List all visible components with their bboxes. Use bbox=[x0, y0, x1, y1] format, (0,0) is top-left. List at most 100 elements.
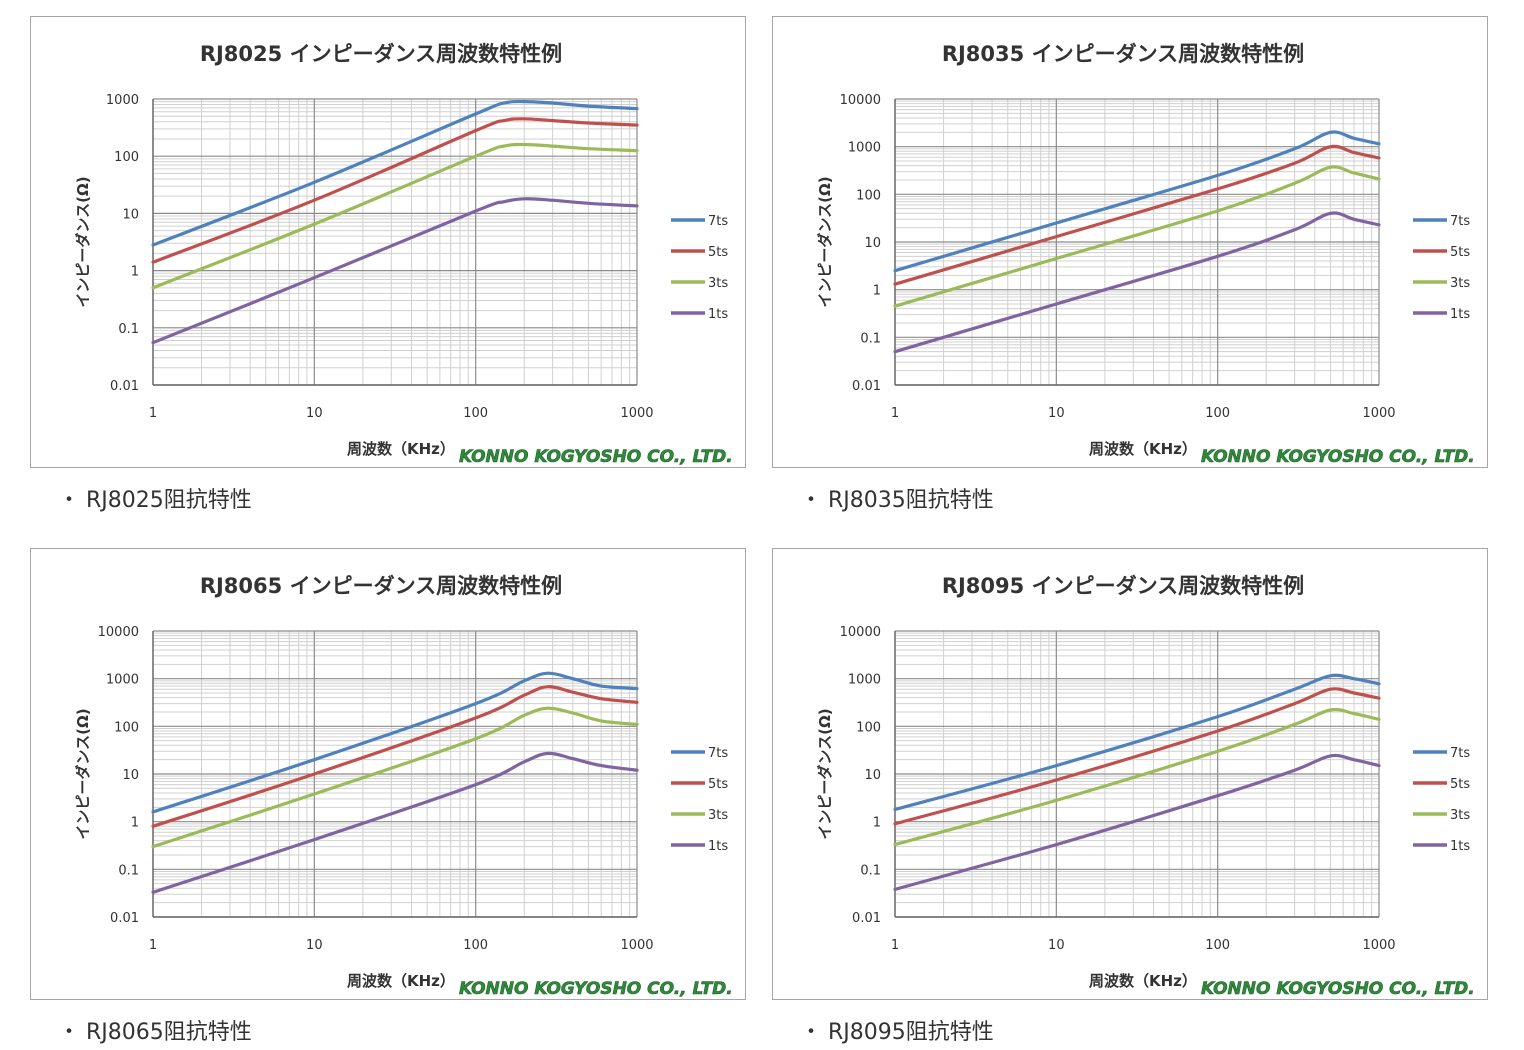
chart-svg: RJ8025 インピーダンス周波数特性例 0.01 0.1 1 10 100 1000 1 10… bbox=[74, 42, 733, 467]
chart-title: RJ8065 インピーダンス周波数特性例 bbox=[200, 574, 562, 598]
legend-label-1ts: 1ts bbox=[1450, 307, 1470, 322]
caption-rj8035: ・ RJ8035阻抗特性 bbox=[800, 482, 994, 514]
legend-label-7ts: 7ts bbox=[1450, 214, 1470, 229]
bullet-dot: ・ bbox=[58, 1020, 81, 1045]
y-tick-label: 10 bbox=[122, 768, 139, 783]
series-line-5ts bbox=[893, 144, 1381, 286]
y-axis-label: インピーダンス(Ω) bbox=[74, 708, 92, 839]
chart-panel-rj8035: RJ8035 インピーダンス周波数特性例 0.01 0.1 1 10 100 1000 100… bbox=[772, 16, 1488, 468]
legend-label-1ts: 1ts bbox=[708, 307, 728, 322]
legend-label-5ts: 5ts bbox=[1450, 245, 1470, 260]
x-tick-label: 100 bbox=[463, 938, 488, 953]
y-tick-label: 10 bbox=[864, 236, 881, 251]
x-tick-label: 100 bbox=[1205, 406, 1230, 421]
y-tick-label: 1 bbox=[873, 284, 881, 299]
caption-rj8095: ・ RJ8095阻抗特性 bbox=[800, 1014, 994, 1046]
caption-text: RJ8095阻抗特性 bbox=[828, 1020, 994, 1045]
caption-rj8025: ・ RJ8025阻抗特性 bbox=[58, 482, 252, 514]
legend-label-3ts: 3ts bbox=[1450, 276, 1470, 291]
series-line-3ts bbox=[893, 707, 1381, 847]
y-tick-label: 0.01 bbox=[110, 379, 139, 394]
x-tick-label: 1 bbox=[891, 406, 899, 421]
company-watermark: KONNO KOGYOSHO CO., LTD. bbox=[1201, 979, 1475, 999]
y-tick-label: 0.1 bbox=[860, 863, 881, 878]
y-tick-label: 10000 bbox=[98, 625, 139, 640]
series-line-5ts bbox=[151, 685, 639, 828]
chart-title: RJ8025 インピーダンス周波数特性例 bbox=[200, 42, 562, 66]
x-tick-label: 1 bbox=[149, 938, 157, 953]
legend-label-5ts: 5ts bbox=[708, 245, 728, 260]
chart-panel-rj8065: RJ8065 インピーダンス周波数特性例 0.01 0.1 1 10 100 1000 100… bbox=[30, 548, 746, 1000]
series-line-7ts bbox=[893, 130, 1381, 273]
x-axis-label: 周波数（KHz） bbox=[347, 440, 455, 458]
x-axis-label: 周波数（KHz） bbox=[1089, 440, 1197, 458]
y-tick-label: 10000 bbox=[840, 625, 881, 640]
y-axis-label: インピーダンス(Ω) bbox=[816, 708, 834, 839]
legend-label-7ts: 7ts bbox=[708, 746, 728, 761]
chart-svg: RJ8035 インピーダンス周波数特性例 0.01 0.1 1 10 100 1000 100… bbox=[816, 42, 1475, 467]
y-axis-label: インピーダンス(Ω) bbox=[816, 176, 834, 307]
x-tick-label: 1 bbox=[891, 938, 899, 953]
company-watermark: KONNO KOGYOSHO CO., LTD. bbox=[1201, 447, 1475, 467]
series-line-7ts bbox=[893, 673, 1381, 812]
y-tick-label: 100 bbox=[856, 720, 881, 735]
y-tick-label: 10 bbox=[122, 207, 139, 222]
caption-text: RJ8025阻抗特性 bbox=[86, 488, 252, 513]
series-line-5ts bbox=[151, 117, 639, 264]
y-tick-label: 1000 bbox=[848, 141, 881, 156]
y-tick-label: 1000 bbox=[848, 673, 881, 688]
legend-label-3ts: 3ts bbox=[1450, 808, 1470, 823]
company-watermark: KONNO KOGYOSHO CO., LTD. bbox=[459, 979, 733, 999]
caption-text: RJ8065阻抗特性 bbox=[86, 1020, 252, 1045]
y-tick-label: 100 bbox=[856, 188, 881, 203]
x-tick-label: 1000 bbox=[1362, 938, 1395, 953]
y-tick-label: 100 bbox=[114, 150, 139, 165]
y-tick-label: 100 bbox=[114, 720, 139, 735]
bullet-dot: ・ bbox=[58, 488, 81, 513]
chart-svg: RJ8065 インピーダンス周波数特性例 0.01 0.1 1 10 100 1000 100… bbox=[74, 574, 733, 999]
x-tick-label: 1000 bbox=[620, 938, 653, 953]
y-tick-label: 0.01 bbox=[852, 379, 881, 394]
series-line-3ts bbox=[151, 142, 639, 290]
legend-label-3ts: 3ts bbox=[708, 808, 728, 823]
y-tick-label: 1000 bbox=[106, 93, 139, 108]
series-line-7ts bbox=[151, 671, 639, 814]
x-axis-label: 周波数（KHz） bbox=[1089, 972, 1197, 990]
y-axis-label: インピーダンス(Ω) bbox=[74, 176, 92, 307]
chart-panel-rj8095: RJ8095 インピーダンス周波数特性例 0.01 0.1 1 10 100 1000 100… bbox=[772, 548, 1488, 1000]
bullet-dot: ・ bbox=[800, 488, 823, 513]
series-line-3ts bbox=[151, 706, 639, 849]
series-line-3ts bbox=[893, 165, 1381, 308]
company-watermark: KONNO KOGYOSHO CO., LTD. bbox=[459, 447, 733, 467]
bullet-dot: ・ bbox=[800, 1020, 823, 1045]
x-axis-label: 周波数（KHz） bbox=[347, 972, 455, 990]
caption-text: RJ8035阻抗特性 bbox=[828, 488, 994, 513]
x-tick-label: 10 bbox=[306, 938, 323, 953]
y-tick-label: 1000 bbox=[106, 673, 139, 688]
series-line-7ts bbox=[151, 99, 639, 247]
caption-rj8065: ・ RJ8065阻抗特性 bbox=[58, 1014, 252, 1046]
series-line-5ts bbox=[893, 687, 1381, 826]
legend-label-7ts: 7ts bbox=[708, 214, 728, 229]
y-tick-label: 0.1 bbox=[860, 331, 881, 346]
legend-label-1ts: 1ts bbox=[1450, 839, 1470, 854]
x-tick-label: 1 bbox=[149, 406, 157, 421]
y-tick-label: 1 bbox=[873, 816, 881, 831]
x-tick-label: 10 bbox=[1048, 938, 1065, 953]
y-tick-label: 0.1 bbox=[118, 322, 139, 337]
x-tick-label: 100 bbox=[463, 406, 488, 421]
legend-label-7ts: 7ts bbox=[1450, 746, 1470, 761]
legend-label-1ts: 1ts bbox=[708, 839, 728, 854]
series-line-1ts bbox=[151, 197, 639, 345]
y-tick-label: 1 bbox=[131, 816, 139, 831]
legend-label-3ts: 3ts bbox=[708, 276, 728, 291]
chart-title: RJ8035 インピーダンス周波数特性例 bbox=[942, 42, 1304, 66]
y-tick-label: 1 bbox=[131, 265, 139, 280]
chart-panel-rj8025: RJ8025 インピーダンス周波数特性例 0.01 0.1 1 10 100 1000 1 10… bbox=[30, 16, 746, 468]
x-tick-label: 1000 bbox=[620, 406, 653, 421]
y-tick-label: 0.01 bbox=[852, 911, 881, 926]
y-tick-label: 10 bbox=[864, 768, 881, 783]
y-tick-label: 10000 bbox=[840, 93, 881, 108]
legend-label-5ts: 5ts bbox=[708, 777, 728, 792]
series-line-1ts bbox=[893, 753, 1381, 891]
